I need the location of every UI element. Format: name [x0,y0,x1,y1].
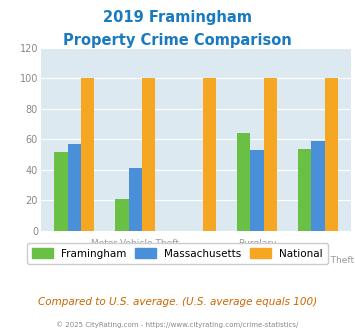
Bar [237,133,250,231]
Bar [250,150,264,231]
Text: All Property Crime: All Property Crime [33,256,116,265]
Legend: Framingham, Massachusetts, National: Framingham, Massachusetts, National [27,243,328,264]
Text: Property Crime Comparison: Property Crime Comparison [63,33,292,48]
Bar [311,141,325,231]
Bar [54,152,67,231]
Text: Burglary: Burglary [238,239,276,248]
Text: 2019 Framingham: 2019 Framingham [103,10,252,25]
Bar [264,79,277,231]
Text: © 2025 CityRating.com - https://www.cityrating.com/crime-statistics/: © 2025 CityRating.com - https://www.city… [56,322,299,328]
Bar [203,79,216,231]
Bar [81,79,94,231]
Bar [115,199,129,231]
Text: Larceny & Theft: Larceny & Theft [282,256,354,265]
Text: Motor Vehicle Theft: Motor Vehicle Theft [91,239,179,248]
Bar [129,168,142,231]
Text: Compared to U.S. average. (U.S. average equals 100): Compared to U.S. average. (U.S. average … [38,297,317,307]
Bar [142,79,155,231]
Bar [298,148,311,231]
Bar [325,79,338,231]
Bar [67,144,81,231]
Text: Arson: Arson [183,256,209,265]
